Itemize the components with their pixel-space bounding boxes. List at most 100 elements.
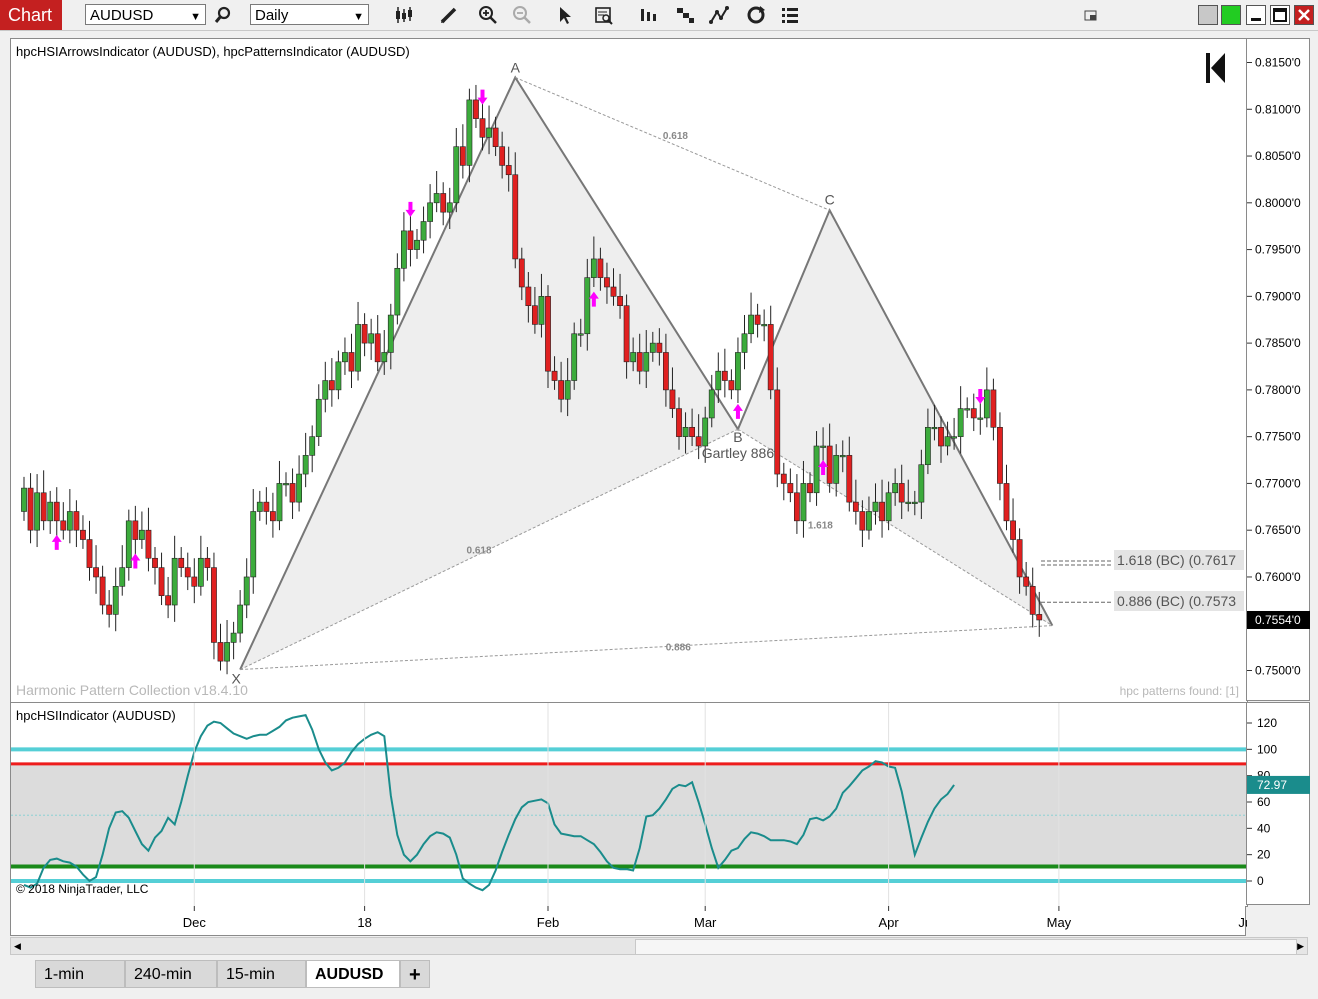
candle — [551, 370, 558, 381]
candle — [197, 557, 204, 587]
strategy-icon[interactable] — [708, 4, 730, 26]
interval-selector[interactable]: Daily ▼ — [250, 4, 369, 25]
instrument-selector[interactable]: AUDUSD ▼ — [85, 4, 206, 25]
chevron-down-icon[interactable]: ▼ — [353, 11, 364, 23]
time-tick-label: 18 — [357, 915, 371, 930]
candle — [735, 352, 741, 391]
time-tick-label: Jun — [1238, 915, 1247, 930]
candle — [977, 417, 984, 420]
tab-240-min[interactable]: 240-min — [125, 960, 217, 988]
ratio-line — [239, 428, 739, 671]
candle — [715, 370, 722, 391]
pause-icon[interactable] — [1206, 53, 1225, 83]
candle — [296, 473, 302, 503]
minimize-button[interactable] — [1246, 5, 1266, 25]
candle — [224, 642, 230, 662]
hsi-chart[interactable] — [11, 703, 1247, 906]
candle — [47, 501, 54, 522]
price-chart[interactable]: A B C X Gartley 886 0.618 0.618 1.618 0.… — [11, 39, 1247, 702]
candle — [924, 426, 931, 466]
candle — [80, 529, 86, 540]
price-tick-label: 0.7750'0 — [1255, 430, 1301, 444]
candle — [636, 352, 643, 372]
zoom-in-icon[interactable] — [477, 4, 499, 26]
price-tick-label: 0.7650'0 — [1255, 523, 1301, 537]
candle — [152, 557, 158, 568]
gray-button[interactable] — [1198, 5, 1218, 25]
target-2-box — [1114, 591, 1244, 611]
close-button[interactable] — [1294, 5, 1314, 25]
candle — [656, 342, 663, 353]
bars-icon[interactable] — [637, 4, 659, 26]
candle — [545, 296, 551, 372]
candle — [217, 642, 224, 662]
candle — [610, 286, 617, 297]
price-panel[interactable]: A B C X Gartley 886 0.618 0.618 1.618 0.… — [10, 38, 1248, 703]
candle — [918, 464, 925, 503]
candle — [237, 604, 244, 634]
candle — [761, 324, 768, 327]
maximize-button[interactable] — [1270, 5, 1290, 25]
cursor-icon[interactable] — [554, 4, 576, 26]
pencil-icon[interactable] — [438, 4, 460, 26]
zoom-out-icon[interactable] — [511, 4, 533, 26]
add-tab-button[interactable]: + — [400, 960, 430, 988]
tab-15-min[interactable]: 15-min — [217, 960, 306, 988]
patterns-found: hpc patterns found: [1] — [1119, 684, 1239, 698]
hsi-panel[interactable]: hpcHSIIndicator (AUDUSD) © 2018 NinjaTra… — [10, 702, 1248, 907]
candle — [931, 426, 938, 430]
candle — [440, 193, 447, 213]
candlestick-icon[interactable] — [393, 4, 415, 26]
reload-icon[interactable] — [745, 4, 767, 26]
candle — [211, 567, 217, 643]
candle — [525, 286, 532, 307]
point-b-label: B — [733, 429, 742, 445]
candle — [833, 455, 840, 484]
candle — [184, 567, 191, 578]
candle — [669, 389, 676, 409]
tab-1-min[interactable]: 1-min — [35, 960, 125, 988]
scroll-thumb[interactable] — [635, 939, 1297, 955]
window-link-icon[interactable] — [1080, 4, 1102, 26]
price-axis[interactable]: 0.8150'0 0.8100'0 0.8050'0 0.8000'0 0.7950'0… — [1246, 38, 1310, 701]
target-1-box — [1114, 550, 1244, 570]
candle — [1036, 614, 1043, 621]
candle — [676, 408, 682, 437]
search-icon[interactable] — [212, 4, 234, 26]
candle — [1003, 483, 1010, 522]
candle — [689, 426, 695, 437]
time-axis[interactable]: Dec 18 Feb Mar Apr May Jun — [10, 906, 1259, 936]
candle — [499, 146, 506, 166]
candle — [898, 483, 905, 503]
candle — [826, 445, 833, 484]
candle — [374, 333, 381, 363]
horizontal-scrollbar[interactable]: ◀ ▶ — [10, 937, 1308, 955]
price-tick-label: 0.7600'0 — [1255, 570, 1301, 584]
tab-audusd[interactable]: AUDUSD — [306, 960, 400, 988]
candle — [178, 557, 185, 568]
candle — [21, 487, 27, 512]
properties-icon[interactable] — [593, 4, 615, 26]
candle — [387, 314, 394, 353]
candle — [846, 455, 853, 503]
candle — [807, 483, 813, 494]
scroll-left-icon[interactable]: ◀ — [14, 941, 21, 951]
candle — [905, 501, 912, 504]
hsi-tick-label: 120 — [1257, 716, 1277, 730]
hsi-axis[interactable]: 120 100 80 60 40 20 0 72.97 — [1246, 702, 1310, 905]
scroll-right-icon[interactable]: ▶ — [1297, 941, 1304, 951]
candle — [27, 487, 34, 531]
steps-icon[interactable] — [674, 4, 696, 26]
candle — [741, 333, 748, 353]
link-color-button[interactable] — [1221, 5, 1241, 25]
list-icon[interactable] — [779, 4, 801, 26]
candle — [335, 361, 342, 391]
candle — [414, 239, 420, 250]
candle — [885, 492, 892, 522]
hsi-title: hpcHSIIndicator (AUDUSD) — [16, 708, 176, 723]
candle — [171, 557, 178, 606]
chevron-down-icon[interactable]: ▼ — [190, 11, 201, 23]
ratio-label: 0.618 — [663, 131, 688, 142]
candle — [820, 445, 826, 448]
candle — [721, 370, 728, 381]
